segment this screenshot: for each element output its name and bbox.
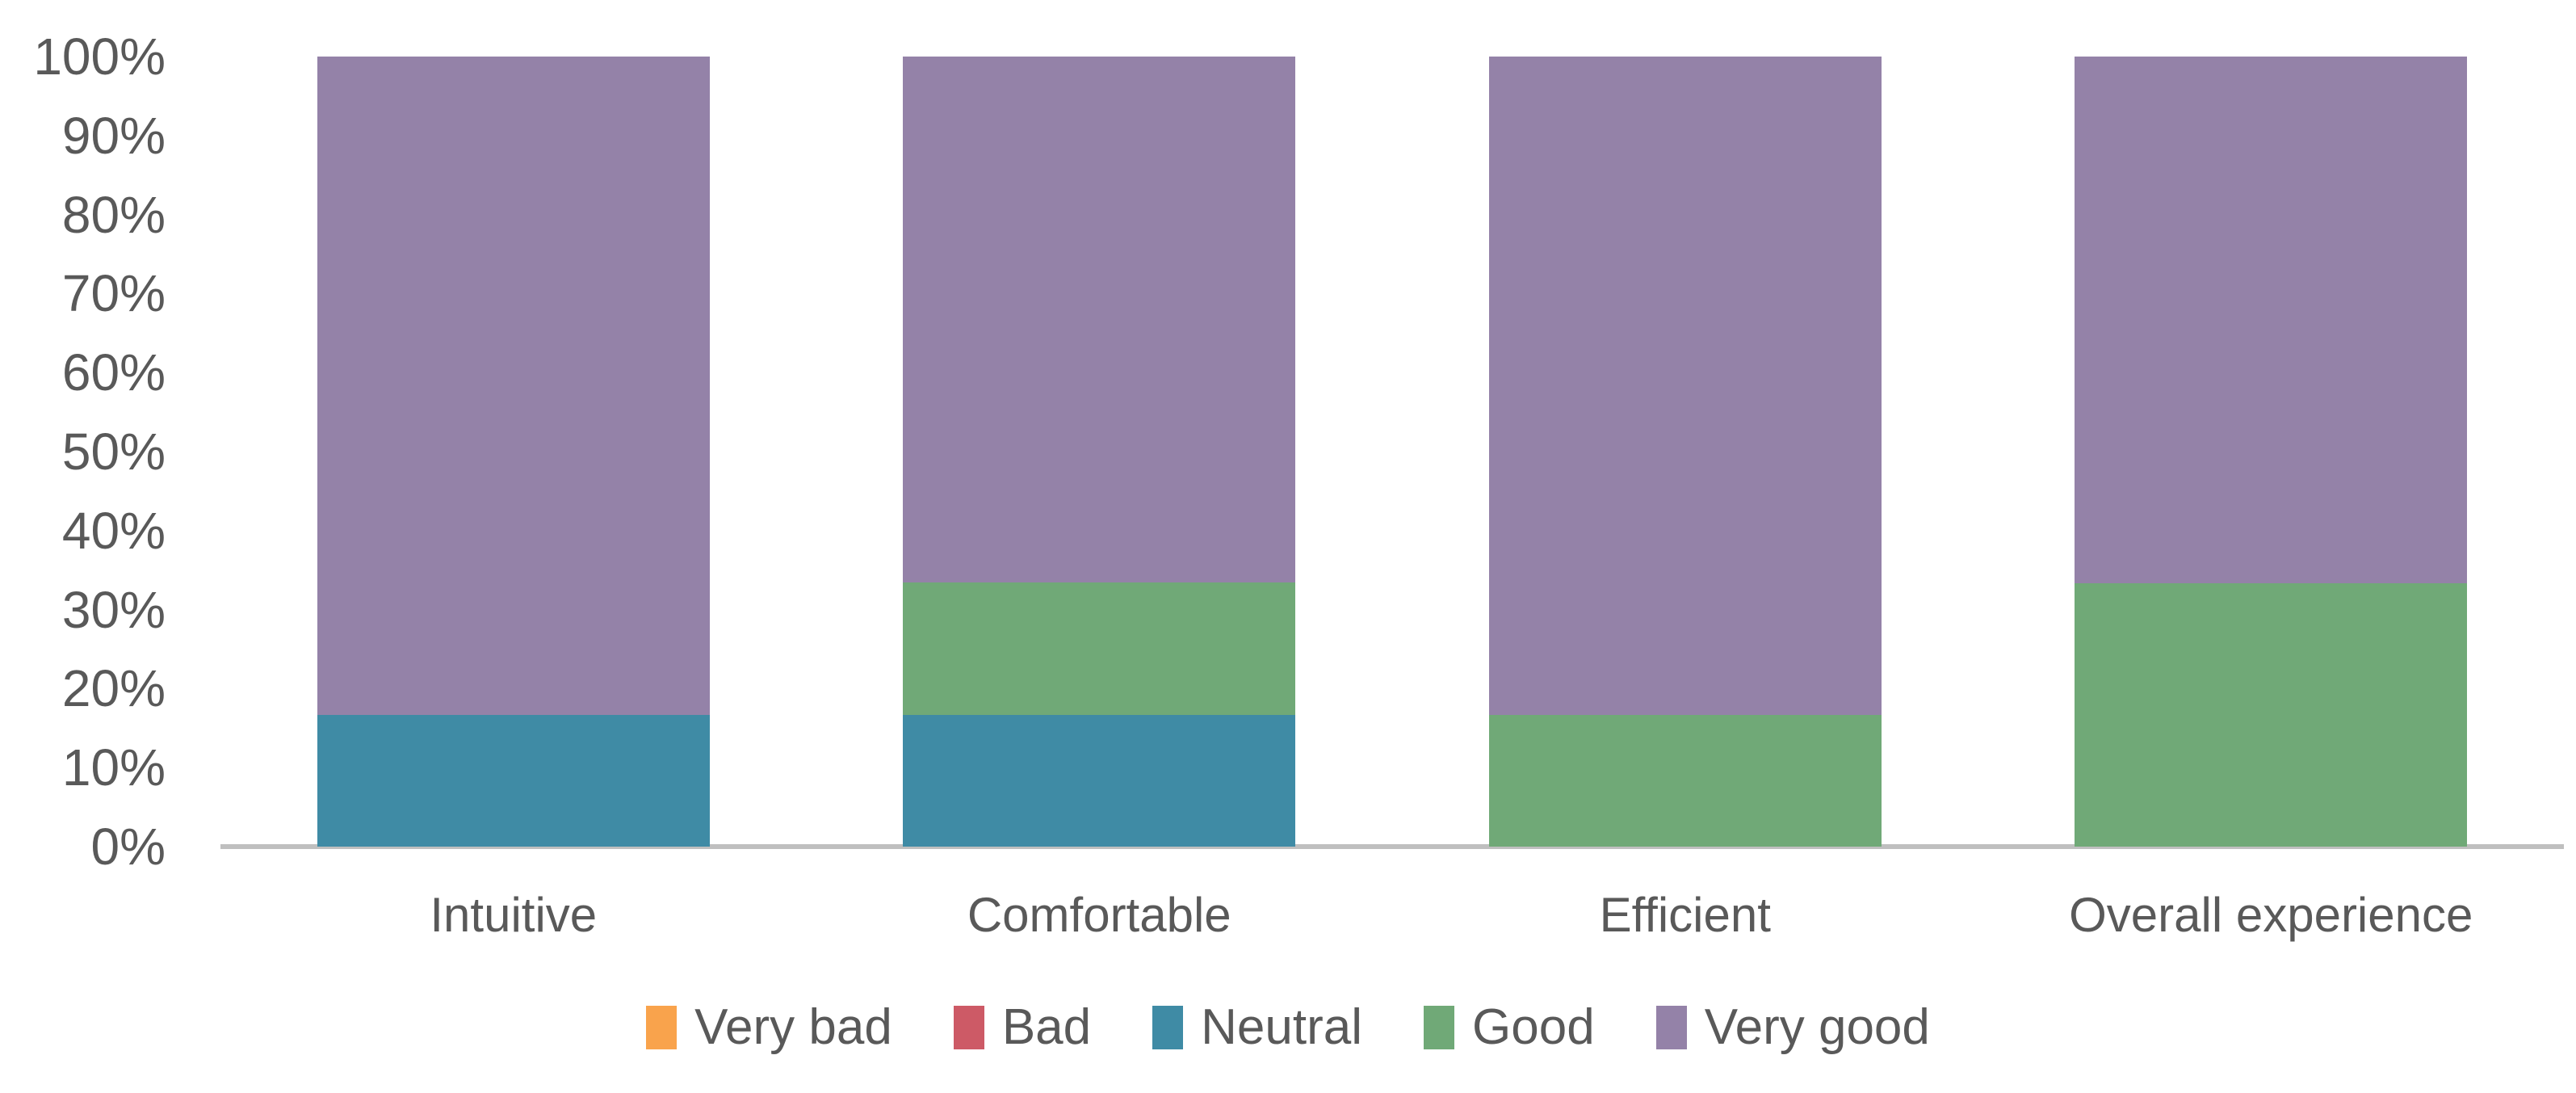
bar-overall-experience	[2075, 57, 2468, 847]
segment-good-comfortable	[903, 582, 1296, 715]
y-tick-label-100pct: 100%	[33, 27, 166, 86]
legend-item-very-good: Very good	[1655, 998, 1930, 1056]
y-tick-label-0pct: 0%	[90, 818, 166, 876]
segment-very-good-efficient	[1488, 57, 1882, 715]
y-tick-label-70pct: 70%	[61, 264, 166, 323]
bar-comfortable	[903, 57, 1296, 847]
legend-item-good: Good	[1424, 998, 1595, 1056]
y-tick-label-60pct: 60%	[61, 343, 166, 402]
x-label-comfortable: Comfortable	[967, 888, 1231, 942]
legend-swatch-bad	[953, 1005, 984, 1049]
legend-item-bad: Bad	[953, 998, 1092, 1056]
y-tick-label-40pct: 40%	[61, 501, 166, 560]
y-tick-label-30pct: 30%	[61, 580, 166, 639]
legend-label-bad: Bad	[1001, 999, 1092, 1055]
y-tick-label-10pct: 10%	[61, 738, 166, 797]
legend-item-very-bad: Very bad	[646, 998, 892, 1056]
legend-label-neutral: Neutral	[1201, 999, 1363, 1055]
legend-swatch-very-good	[1655, 1005, 1687, 1049]
segment-neutral-comfortable	[903, 714, 1296, 847]
y-tick-label-50pct: 50%	[61, 422, 166, 481]
bar-efficient	[1488, 57, 1882, 847]
legend-label-very-good: Very good	[1704, 999, 1930, 1055]
segment-neutral-intuitive	[317, 714, 710, 847]
x-axis-line	[220, 844, 2564, 849]
legend-label-good: Good	[1472, 999, 1595, 1055]
legend-item-neutral: Neutral	[1152, 998, 1362, 1056]
legend-swatch-good	[1424, 1005, 1455, 1049]
y-tick-label-80pct: 80%	[61, 185, 166, 244]
legend-swatch-very-bad	[646, 1005, 678, 1049]
y-tick-label-20pct: 20%	[61, 659, 166, 718]
segment-very-good-intuitive	[317, 57, 710, 715]
segment-good-efficient	[1488, 714, 1882, 847]
legend-label-very-bad: Very bad	[694, 999, 892, 1055]
chart-legend: Very bad Bad Neutral Good Very good	[0, 998, 2576, 1056]
y-tick-label-90pct: 90%	[61, 106, 166, 165]
bar-intuitive	[317, 57, 710, 847]
legend-swatch-neutral	[1152, 1005, 1184, 1049]
x-label-intuitive: Intuitive	[430, 888, 598, 942]
x-label-efficient: Efficient	[1599, 888, 1771, 942]
segment-very-good-comfortable	[903, 57, 1296, 583]
segment-good-overall-experience	[2075, 583, 2468, 847]
segment-very-good-overall-experience	[2075, 57, 2468, 584]
x-label-overall-experience: Overall experience	[2069, 888, 2473, 942]
